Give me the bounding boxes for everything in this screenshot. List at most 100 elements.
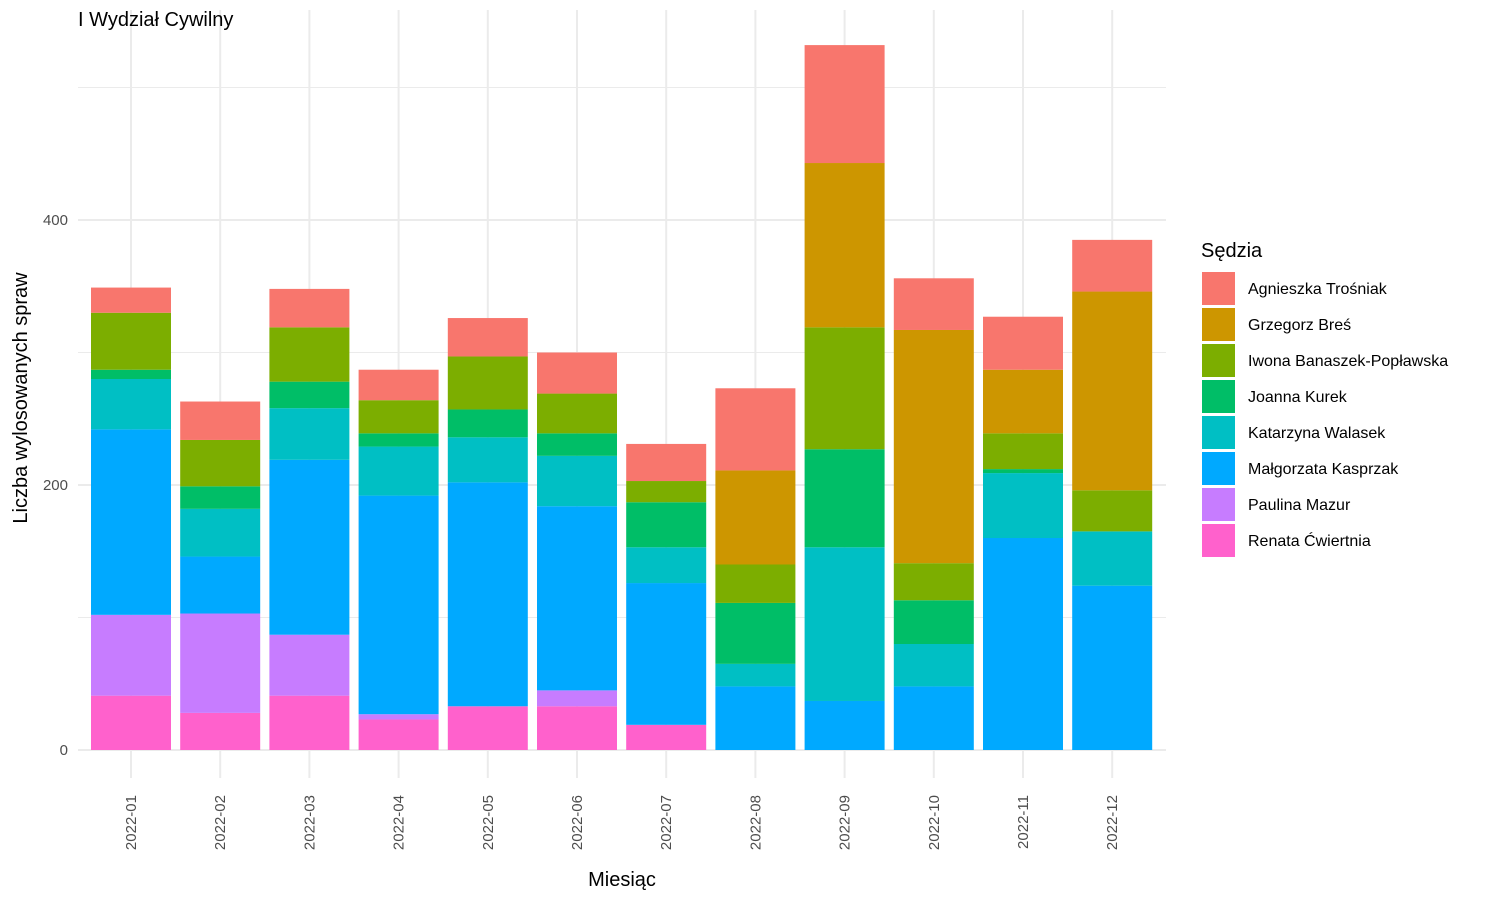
legend-label: Iwona Banaszek-Popławska bbox=[1248, 353, 1448, 370]
bar-segment bbox=[626, 443, 707, 482]
legend-swatch bbox=[1202, 308, 1235, 341]
x-tick-label: 2022-11 bbox=[1015, 795, 1032, 849]
bar-segment bbox=[893, 278, 974, 330]
y-axis-title: Liczba wylosowanych spraw bbox=[10, 272, 32, 524]
bar-segment bbox=[91, 614, 171, 696]
bar-segment bbox=[358, 719, 439, 750]
bar-segment bbox=[269, 288, 350, 328]
bar-segment bbox=[626, 481, 707, 503]
bar-segment bbox=[180, 613, 261, 713]
bar-segment bbox=[537, 506, 617, 691]
x-tick-label: 2022-06 bbox=[569, 795, 586, 850]
bar-segment bbox=[358, 446, 439, 496]
legend-swatch bbox=[1202, 488, 1235, 521]
y-tick-label: 200 bbox=[43, 477, 68, 494]
x-tick-label: 2022-08 bbox=[747, 795, 764, 850]
bar-segment bbox=[269, 381, 350, 409]
bar-segment bbox=[358, 400, 439, 434]
bar-segment bbox=[804, 45, 885, 164]
bar-segment bbox=[626, 583, 707, 725]
bar-segment bbox=[715, 470, 796, 565]
bar-segment bbox=[626, 724, 707, 750]
bar-segment bbox=[804, 449, 885, 548]
bar-segment bbox=[269, 327, 350, 382]
bar-segment bbox=[91, 695, 171, 750]
bar-segment bbox=[447, 318, 528, 357]
y-axis-ticks: 0 200 400 bbox=[43, 212, 68, 759]
legend-label: Katarzyna Walasek bbox=[1248, 425, 1386, 442]
legend-label: Paulina Mazur bbox=[1248, 497, 1351, 514]
bar-segment bbox=[91, 429, 171, 615]
legend-title: Sędzia bbox=[1201, 240, 1263, 262]
bar-segment bbox=[537, 352, 617, 394]
x-axis-title: Miesiąc bbox=[588, 869, 656, 891]
bar-segment bbox=[91, 312, 171, 370]
bar-segment bbox=[91, 379, 171, 430]
legend: Sędzia Agnieszka Trośniak Grzegorz Breś Iw… bbox=[1201, 240, 1448, 557]
bar-segment bbox=[715, 686, 796, 750]
x-axis-ticks: 2022-01 2022-02 2022-03 2022-04 2022-05 2022-… bbox=[123, 795, 1121, 850]
bar-segment bbox=[804, 700, 885, 750]
legend-label: Agnieszka Trośniak bbox=[1248, 281, 1388, 298]
x-tick-label: 2022-01 bbox=[123, 795, 140, 850]
legend-swatch bbox=[1202, 344, 1235, 377]
bar-segment bbox=[537, 433, 617, 456]
bar-segment bbox=[983, 316, 1063, 370]
bar-segment bbox=[983, 369, 1063, 434]
bar-segment bbox=[1072, 239, 1153, 292]
x-tick-label: 2022-02 bbox=[212, 795, 229, 850]
legend-swatch bbox=[1202, 272, 1235, 305]
bar-segment bbox=[269, 634, 350, 696]
bar-segment bbox=[269, 408, 350, 460]
bar-segment bbox=[983, 469, 1063, 474]
legend-label: Grzegorz Breś bbox=[1248, 317, 1351, 334]
bar-segment bbox=[358, 495, 439, 715]
bar-segment bbox=[447, 437, 528, 483]
legend-label: Renata Ćwiertnia bbox=[1248, 531, 1371, 550]
bar-segment bbox=[893, 563, 974, 601]
bar-segment bbox=[180, 486, 261, 509]
y-tick-label: 400 bbox=[43, 212, 68, 229]
bar-segment bbox=[893, 329, 974, 564]
bar-segment bbox=[983, 433, 1063, 470]
bar-segment bbox=[447, 482, 528, 707]
bar-segment bbox=[447, 706, 528, 750]
bar-segment bbox=[537, 393, 617, 434]
x-tick-label: 2022-04 bbox=[391, 795, 408, 850]
legend-swatch bbox=[1202, 380, 1235, 413]
chart-title: I Wydział Cywilny bbox=[78, 9, 233, 31]
bar-segment bbox=[180, 712, 261, 750]
x-tick-label: 2022-03 bbox=[301, 795, 318, 850]
bar-segment bbox=[983, 538, 1063, 750]
legend-swatch bbox=[1202, 416, 1235, 449]
bar-segment bbox=[804, 327, 885, 450]
bar-segment bbox=[358, 433, 439, 447]
bar-segment bbox=[269, 459, 350, 635]
bar-segment bbox=[715, 388, 796, 471]
bar-segment bbox=[626, 547, 707, 584]
x-tick-label: 2022-12 bbox=[1104, 795, 1121, 850]
bar-segment bbox=[893, 600, 974, 644]
bar-segment bbox=[180, 508, 261, 557]
bars bbox=[91, 45, 1153, 750]
legend-swatch bbox=[1202, 452, 1235, 485]
bar-segment bbox=[1072, 490, 1153, 532]
bar-segment bbox=[180, 439, 261, 487]
bar-segment bbox=[447, 409, 528, 438]
x-tick-label: 2022-10 bbox=[926, 795, 943, 850]
bar-segment bbox=[91, 287, 171, 313]
x-tick-label: 2022-09 bbox=[837, 795, 854, 850]
bar-segment bbox=[893, 686, 974, 750]
bar-segment bbox=[358, 714, 439, 720]
bar-segment bbox=[804, 547, 885, 701]
bar-segment bbox=[1072, 291, 1153, 491]
bar-segment bbox=[715, 663, 796, 687]
bar-segment bbox=[715, 564, 796, 603]
legend-swatch bbox=[1202, 524, 1235, 557]
bar-segment bbox=[1072, 585, 1153, 750]
bar-segment bbox=[537, 455, 617, 507]
x-tick-label: 2022-05 bbox=[480, 795, 497, 850]
bar-segment bbox=[537, 690, 617, 707]
bar-segment bbox=[91, 369, 171, 379]
